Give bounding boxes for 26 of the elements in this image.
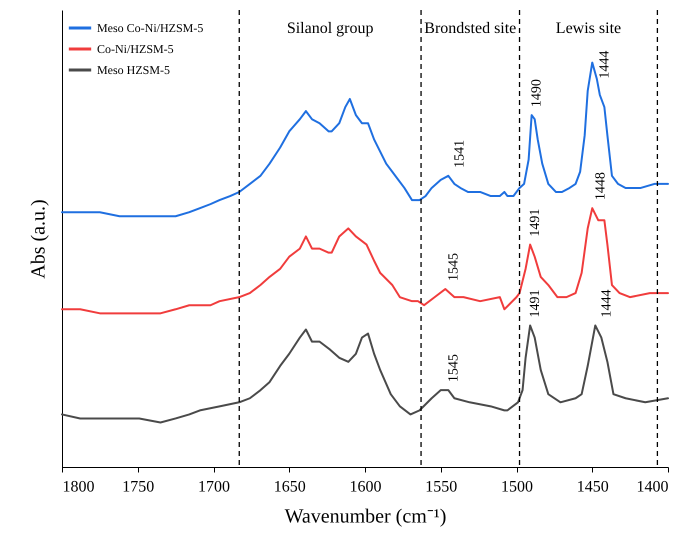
legend-label: Co-Ni/HZSM-5: [97, 42, 174, 56]
annotation: 1444: [599, 289, 614, 318]
annotation: 1545: [446, 354, 462, 382]
y-axis-title: Abs (a.u.): [28, 199, 50, 279]
text: Silanol group: [286, 20, 374, 37]
annotation: 1491: [528, 289, 544, 318]
x-tick-label: 1400: [636, 478, 668, 496]
annotation: 1444: [597, 50, 612, 79]
legend-label: Meso HZSM-5: [97, 63, 170, 77]
x-tick-label: 1550: [425, 478, 458, 496]
x-tick-label: 1650: [274, 478, 306, 496]
annotation: 1545: [446, 253, 462, 282]
x-tick-label: 1700: [198, 478, 230, 496]
x-axis-title: Wavenumber (cm⁻¹): [284, 506, 446, 528]
x-tick-label: 1750: [122, 478, 154, 496]
annotation: 1448: [593, 172, 608, 200]
x-tick-label: 1800: [62, 478, 94, 496]
x-tick-label: 1500: [501, 478, 533, 496]
annotation: 1541: [452, 140, 468, 168]
annotation: 1490: [530, 79, 545, 108]
x-tick-label: 1450: [576, 478, 609, 496]
text: Lewis site: [556, 20, 622, 37]
annotation: 1491: [528, 208, 544, 237]
text: Brondsted site: [424, 20, 516, 37]
legend-label: Meso Co-Ni/HZSM-5: [97, 21, 204, 35]
x-tick-label: 1600: [350, 478, 382, 496]
